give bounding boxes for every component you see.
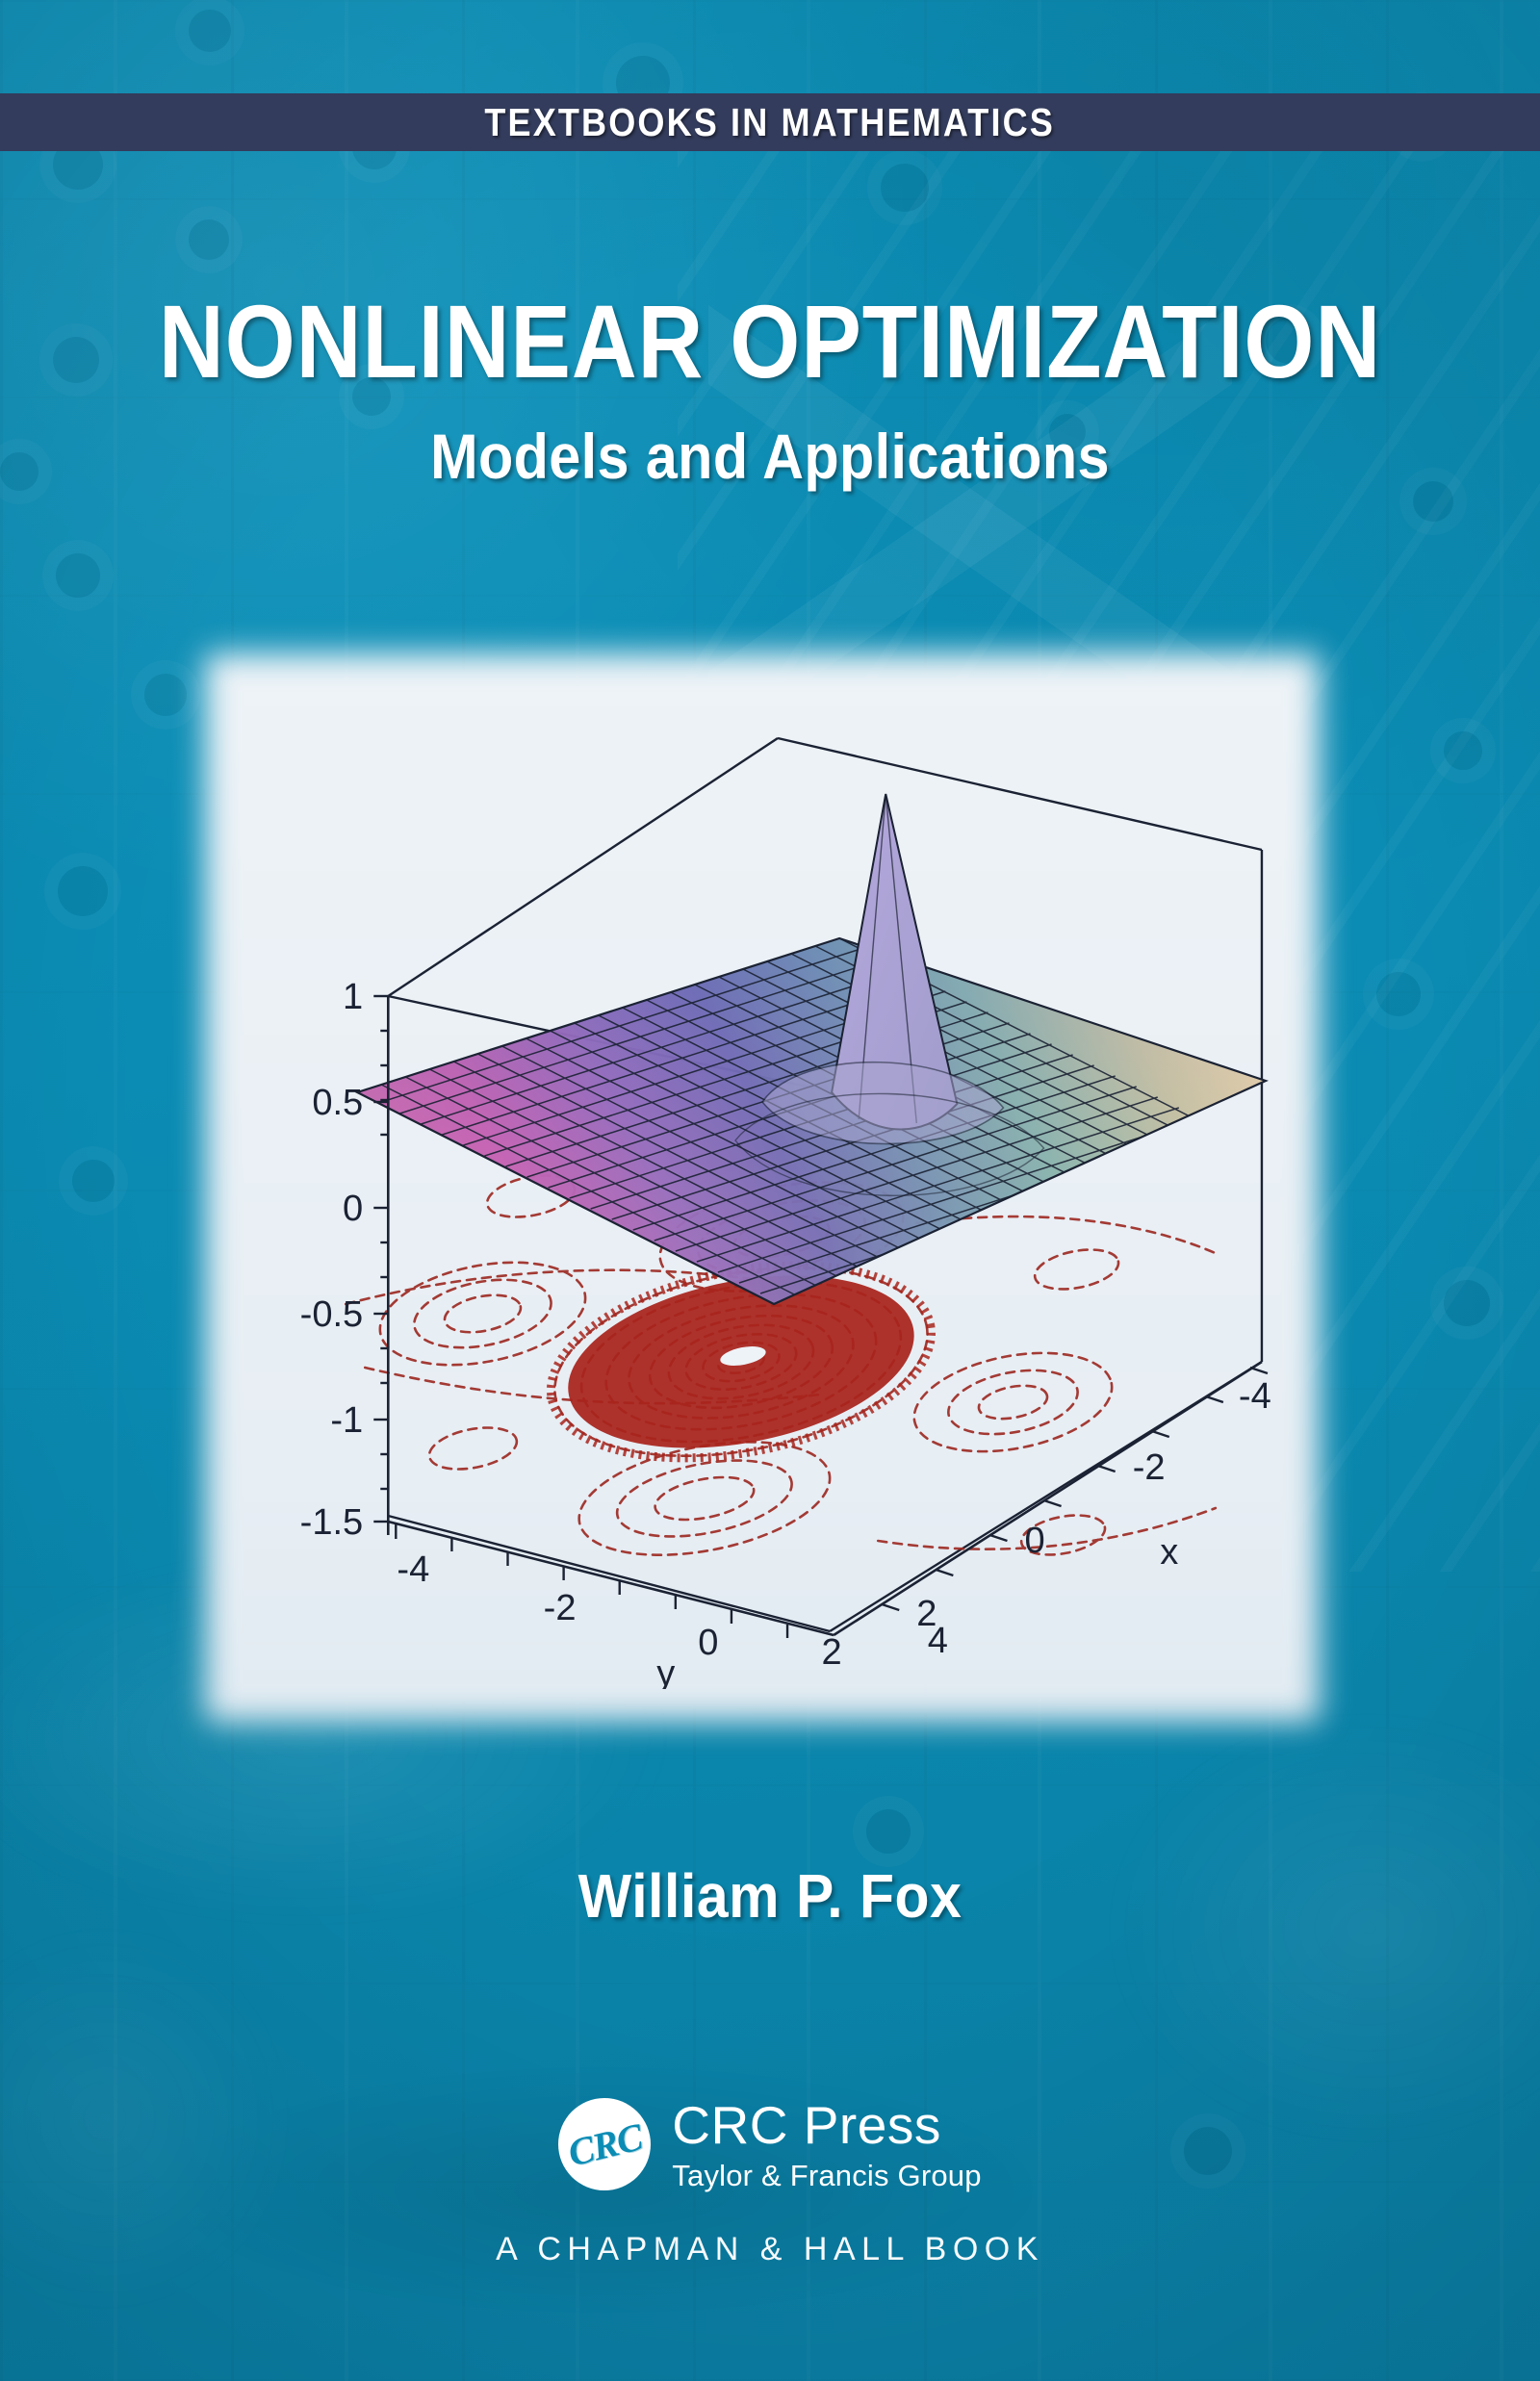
author-name: William P. Fox [578, 1861, 962, 1931]
contour-core [546, 1261, 936, 1463]
x-tick-label: -4 [1239, 1376, 1271, 1417]
crc-logo-text: CRC [563, 2113, 647, 2175]
y-tick-label: -4 [397, 1549, 429, 1590]
publisher-group: Taylor & Francis Group [672, 2158, 982, 2192]
y-tick-label: -2 [544, 1588, 577, 1628]
y-axis-right-labels: 2 4 [822, 1621, 948, 1673]
z-tick-label: -1 [330, 1400, 363, 1441]
figure-plot-area: 1 0.5 0 -0.5 -1 -1.5 [242, 688, 1283, 1689]
z-tick-label: 0.5 [312, 1083, 363, 1123]
z-tick-label: -0.5 [300, 1294, 364, 1335]
x-tick-label: -2 [1133, 1447, 1166, 1488]
publisher-block: CRC CRC Press Taylor & Francis Group [0, 2098, 1540, 2190]
series-banner: TEXTBOOKS IN MATHEMATICS [0, 93, 1540, 151]
book-subtitle: Models and Applications [430, 421, 1110, 493]
x-tick-label: 2 [916, 1594, 937, 1634]
y-tick-label: 4 [928, 1621, 948, 1661]
publisher-text: CRC Press Taylor & Francis Group [672, 2094, 982, 2192]
surface-peak [734, 793, 1045, 1196]
x-axis-label: x [1160, 1532, 1178, 1573]
publisher-name: CRC Press [672, 2094, 941, 2155]
crc-logo-icon: CRC [558, 2098, 652, 2190]
series-banner-label: TEXTBOOKS IN MATHEMATICS [484, 99, 1056, 144]
y-tick-label: 0 [698, 1623, 718, 1663]
z-tick-label: 0 [343, 1189, 363, 1229]
y-axis-label: y [656, 1653, 675, 1689]
y-axis: -4 -2 0 y [387, 1520, 834, 1689]
imprint-label: A CHAPMAN & HALL BOOK [496, 2231, 1044, 2267]
z-axis: 1 0.5 0 -0.5 -1 -1.5 [300, 977, 390, 1543]
y-tick-label: 2 [822, 1632, 842, 1673]
z-tick-label: 1 [343, 977, 363, 1017]
x-tick-label: 0 [1025, 1521, 1045, 1561]
cover-figure: 1 0.5 0 -0.5 -1 -1.5 [205, 653, 1320, 1722]
book-title: NONLINEAR OPTIMIZATION [158, 283, 1382, 399]
surface-plot-svg: 1 0.5 0 -0.5 -1 -1.5 [300, 736, 1271, 1689]
title-block: NONLINEAR OPTIMIZATION Models and Applic… [0, 283, 1540, 493]
z-tick-label: -1.5 [300, 1502, 364, 1543]
x-axis: 2 0 -2 -4 x [833, 1360, 1271, 1637]
